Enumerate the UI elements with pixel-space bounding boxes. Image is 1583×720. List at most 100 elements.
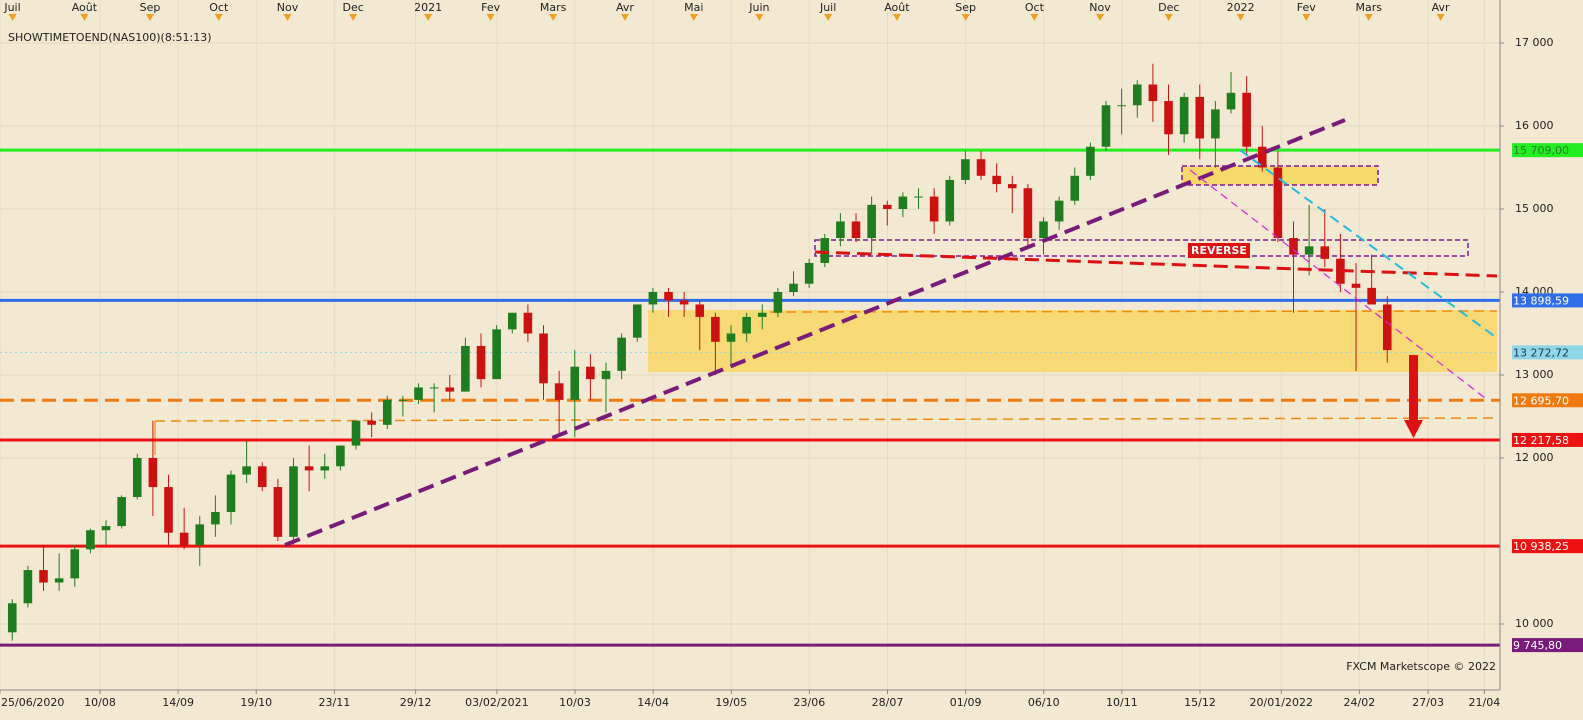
x-tick-label: 24/02 (1344, 696, 1376, 709)
month-marker (549, 14, 558, 21)
candle-body (1273, 167, 1283, 239)
x-tick-label: 27/03 (1412, 696, 1444, 709)
candle-body (1367, 287, 1376, 305)
candle-body (882, 204, 892, 210)
x-tick-label: 06/10 (1028, 696, 1060, 709)
level-label: 13 272,72 (1513, 346, 1569, 359)
x-tick-label: 01/09 (950, 696, 982, 709)
candle-body (976, 159, 986, 176)
candle-body (773, 292, 783, 313)
candle-body (242, 466, 251, 475)
x-tick-label: 19/05 (715, 696, 747, 709)
candle-body (23, 570, 33, 604)
candle-body (336, 445, 345, 467)
candle-body (1007, 184, 1017, 189)
y-tick-label: 10 000 (1515, 617, 1554, 630)
level-label: 9 745,80 (1513, 639, 1562, 652)
x-tick-label: 03/02/2021 (465, 696, 528, 709)
level-tag (1512, 539, 1583, 554)
candle-body (789, 283, 798, 293)
candle-body (1039, 221, 1048, 239)
candle-body (898, 196, 908, 210)
month-label: Sep (140, 1, 161, 14)
candle-body (132, 458, 142, 498)
month-label: Dec (342, 1, 363, 14)
month-marker (80, 14, 89, 21)
candle-body (273, 487, 283, 537)
candle-body (492, 329, 501, 380)
candle-body (867, 204, 876, 239)
candle-body (1148, 84, 1158, 102)
arrow-head (1404, 420, 1423, 438)
month-marker (1302, 14, 1311, 21)
candle-body (7, 603, 17, 633)
candle-body (679, 300, 689, 305)
month-label: Août (72, 1, 98, 14)
level-tag (1512, 293, 1583, 308)
x-tick-label: 19/10 (240, 696, 272, 709)
candle-body (539, 333, 548, 384)
candle-body (757, 312, 767, 317)
month-marker (621, 14, 629, 21)
month-marker (1164, 14, 1173, 21)
candle-body (695, 304, 705, 317)
candle-body (711, 316, 720, 342)
month-marker (8, 14, 17, 21)
x-tick-label: 14/09 (162, 696, 194, 709)
candle-body (1351, 283, 1361, 288)
x-tick-label: 23/06 (794, 696, 826, 709)
candle-body (1070, 175, 1080, 201)
month-marker (349, 14, 358, 21)
y-tick-label: 16 000 (1515, 119, 1554, 132)
candle-body (570, 366, 580, 400)
candle-body (164, 487, 173, 533)
candle-body (1242, 92, 1251, 147)
level-tag (1512, 143, 1583, 158)
month-label: Août (884, 1, 910, 14)
month-label: 2022 (1227, 1, 1255, 14)
indicator-label: SHOWTIMETOEND(NAS100)(8:51:13) (8, 31, 212, 44)
candle-body (195, 524, 205, 546)
month-label: Juil (3, 1, 20, 14)
candle-body (617, 337, 626, 371)
month-marker (961, 14, 970, 21)
x-tick-label: 23/11 (319, 696, 351, 709)
candle-body (992, 175, 1001, 185)
candle-body (70, 549, 80, 579)
candle-body (179, 532, 189, 546)
candle-body (211, 511, 220, 525)
candle-body (1117, 105, 1126, 107)
month-label: Nov (1089, 1, 1111, 14)
month-label: Mars (540, 1, 567, 14)
candle-body (1023, 188, 1033, 239)
support-zone (648, 310, 1497, 372)
range-box (814, 239, 1469, 257)
arrow-shaft (1409, 355, 1418, 420)
candle-body (304, 466, 314, 471)
candle-body (945, 179, 955, 222)
month-label: Avr (1432, 1, 1450, 14)
candle-body (820, 238, 830, 263)
candle-body (914, 196, 923, 198)
reverse-label: REVERSE (1191, 244, 1247, 257)
level-label: 12 217,58 (1513, 434, 1569, 447)
candle-body (601, 370, 611, 380)
candle-body (961, 159, 970, 180)
candle-body (1320, 246, 1330, 259)
candle-body (1257, 146, 1267, 168)
candle-body (929, 196, 939, 222)
month-label: Oct (1025, 1, 1045, 14)
month-marker (1236, 14, 1245, 21)
month-marker (1364, 14, 1373, 21)
candle-body (1226, 92, 1236, 110)
month-label: Dec (1158, 1, 1179, 14)
candle-body (554, 383, 564, 400)
month-label: Sep (955, 1, 976, 14)
credit: FXCM Marketscope © 2022 (1346, 660, 1496, 673)
candle-body (1195, 96, 1205, 139)
x-tick-label: 20/01/2022 (1250, 696, 1313, 709)
candle-body (257, 466, 267, 488)
candle-body (86, 530, 95, 550)
candle-body (398, 399, 408, 401)
